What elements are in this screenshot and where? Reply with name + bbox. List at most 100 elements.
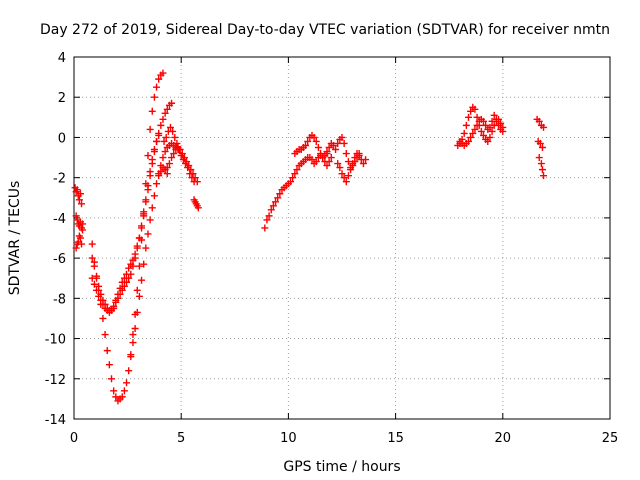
x-axis-label: GPS time / hours (283, 459, 400, 475)
y-tick-label: 0 (58, 131, 66, 146)
data-point (329, 141, 337, 149)
data-point (162, 133, 170, 141)
data-point (471, 105, 479, 113)
series-arc-21h (533, 115, 548, 180)
data-point (75, 196, 83, 204)
data-point (123, 278, 131, 286)
data-point (90, 258, 98, 266)
data-point (99, 300, 107, 308)
data-point (353, 154, 361, 162)
data-point (340, 139, 348, 147)
data-point (73, 186, 81, 194)
data-point (317, 150, 325, 158)
series-arc-10h-a (261, 152, 335, 232)
x-tick-label: 10 (280, 431, 297, 446)
x-tick-label: 25 (602, 431, 619, 446)
data-point (148, 156, 156, 164)
data-point (540, 123, 548, 131)
data-point (310, 133, 318, 141)
data-point (131, 325, 139, 332)
data-point (327, 154, 335, 162)
data-point (165, 160, 173, 168)
data-point (150, 146, 158, 154)
data-point (169, 127, 177, 135)
data-point (467, 107, 475, 115)
data-point (127, 353, 135, 361)
data-point (486, 123, 494, 131)
data-point (334, 160, 342, 168)
data-point (488, 127, 496, 135)
series-arc-tail (190, 196, 202, 212)
data-point (480, 117, 488, 125)
data-point (473, 113, 481, 121)
data-point (150, 93, 158, 101)
data-point (464, 137, 472, 145)
data-point (344, 172, 352, 180)
data-point (129, 339, 137, 347)
data-point (194, 204, 202, 212)
data-point (342, 150, 350, 158)
data-point (312, 137, 320, 145)
y-tick-label: -8 (53, 292, 66, 307)
data-point (340, 174, 348, 182)
data-point (161, 148, 169, 156)
data-point (125, 264, 133, 272)
data-point (157, 121, 165, 129)
data-point (118, 286, 126, 294)
data-point (88, 274, 96, 282)
data-point (148, 107, 156, 115)
data-point (178, 150, 186, 158)
data-point (263, 216, 271, 224)
data-point (72, 244, 80, 252)
data-point (110, 304, 118, 312)
data-point (540, 172, 548, 180)
data-point (110, 387, 118, 395)
data-point (146, 216, 154, 224)
data-point (166, 123, 174, 131)
data-point (146, 125, 154, 133)
series-arc-early-a (71, 184, 86, 208)
data-point (135, 292, 143, 300)
data-point (351, 158, 359, 166)
data-point (183, 158, 191, 166)
data-point (159, 154, 167, 162)
data-point (159, 115, 167, 123)
data-point (135, 234, 143, 242)
data-point (155, 129, 163, 137)
data-point (490, 111, 498, 119)
data-point (362, 156, 370, 164)
data-point (93, 286, 101, 294)
data-point (325, 144, 333, 151)
data-points (71, 69, 548, 405)
data-point (486, 133, 494, 141)
data-point (265, 212, 273, 220)
data-point (467, 133, 475, 141)
data-point (336, 164, 344, 172)
data-point (93, 272, 101, 280)
data-point (168, 99, 176, 107)
data-point (160, 137, 168, 145)
data-point (170, 150, 178, 158)
data-point (338, 170, 346, 178)
data-point (488, 117, 496, 125)
series-arc-19h (456, 111, 507, 149)
data-point (153, 137, 161, 145)
data-point (125, 274, 133, 282)
data-point (347, 166, 355, 174)
data-point (180, 154, 188, 162)
y-tick-label: -6 (53, 252, 66, 267)
data-point (163, 105, 171, 113)
series-arc-10h-b (291, 131, 331, 162)
data-point (482, 121, 490, 129)
data-point (355, 150, 363, 158)
data-point (272, 198, 280, 206)
data-point (536, 139, 544, 147)
data-point (127, 270, 135, 278)
data-point (78, 240, 86, 248)
data-point (138, 222, 146, 230)
data-point (289, 174, 297, 182)
data-point (144, 182, 152, 190)
data-point (484, 137, 492, 145)
data-point (276, 190, 284, 198)
data-point (155, 75, 163, 83)
